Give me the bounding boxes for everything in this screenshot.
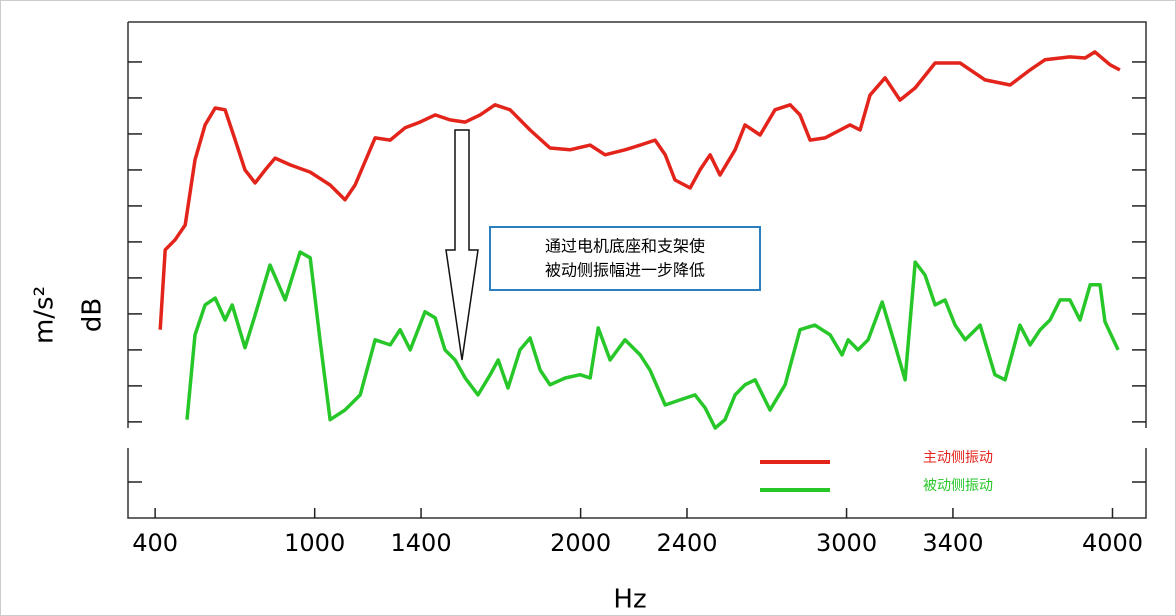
series-line [185,250,1120,430]
legend-label: 被动侧振动 [923,478,993,494]
series-line [158,50,1121,330]
arrow [445,129,479,361]
x-axis-label: Hz [613,585,646,615]
legend-label: 主动侧振动 [923,450,993,466]
main-panel [127,21,1147,428]
x-tick-label: 2000 [550,529,611,557]
x-tick-label: 1400 [391,529,452,557]
annotation: 通过电机底座和支架使 [545,237,705,256]
x-tick-label: 2400 [656,529,717,557]
x-tick-label: 4000 [1082,529,1143,557]
annotation-box [489,226,761,291]
y-axis-label: dB [78,298,108,332]
x-tick-label: 400 [132,529,178,557]
x-tick-label: 3400 [922,529,983,557]
x-tick-label: 3000 [816,529,877,557]
legend-panel [127,448,1147,519]
y-unit: m/s² [30,286,60,344]
x-tick-label: 1000 [284,529,345,557]
annotation: 被动侧振幅进一步降低 [545,261,705,280]
